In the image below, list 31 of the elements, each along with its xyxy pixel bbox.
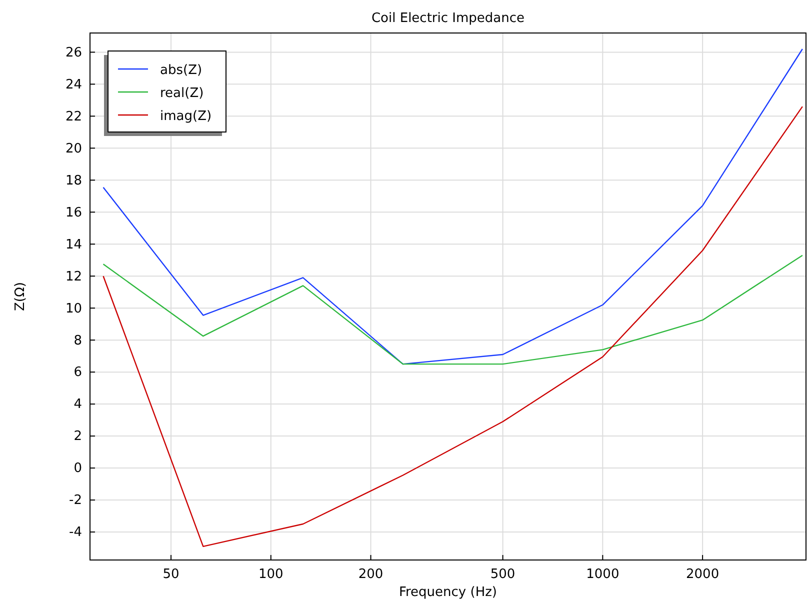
y-tick-label: 20 [65, 141, 82, 156]
y-tick-label: 18 [65, 173, 82, 188]
x-tick-label: 100 [258, 567, 284, 582]
y-tick-label: 22 [65, 109, 82, 124]
y-tick-label: 10 [65, 301, 82, 316]
y-tick-label: -4 [69, 525, 82, 540]
y-tick-label: 4 [74, 397, 82, 412]
legend-label: imag(Z) [160, 109, 212, 124]
y-tick-label: 14 [65, 237, 82, 252]
x-tick-label: 50 [162, 567, 180, 582]
x-axis-title: Frequency (Hz) [398, 585, 498, 600]
x-tick-label: 200 [358, 567, 384, 582]
chart-title: Coil Electric Impedance [371, 11, 525, 26]
y-tick-label: 16 [65, 205, 82, 220]
y-tick-label: 26 [65, 45, 82, 60]
y-tick-label: 24 [65, 77, 82, 92]
y-tick-label: 2 [74, 429, 82, 444]
y-axis-title: Z(Ω) [13, 282, 28, 311]
legend-label: abs(Z) [160, 63, 202, 78]
x-tick-label: 2000 [686, 567, 720, 582]
x-tick-label: 500 [490, 567, 516, 582]
line-series [102, 48, 804, 365]
y-tick-label: -2 [69, 493, 82, 508]
y-tick-label: 6 [74, 365, 82, 380]
y-tick-label: 8 [74, 333, 82, 348]
line-series [102, 106, 804, 548]
x-tick-label: 1000 [586, 567, 620, 582]
legend-label: real(Z) [160, 86, 204, 101]
y-tick-label: 12 [65, 269, 82, 284]
y-tick-label: 0 [74, 461, 82, 476]
line-series [102, 254, 804, 365]
